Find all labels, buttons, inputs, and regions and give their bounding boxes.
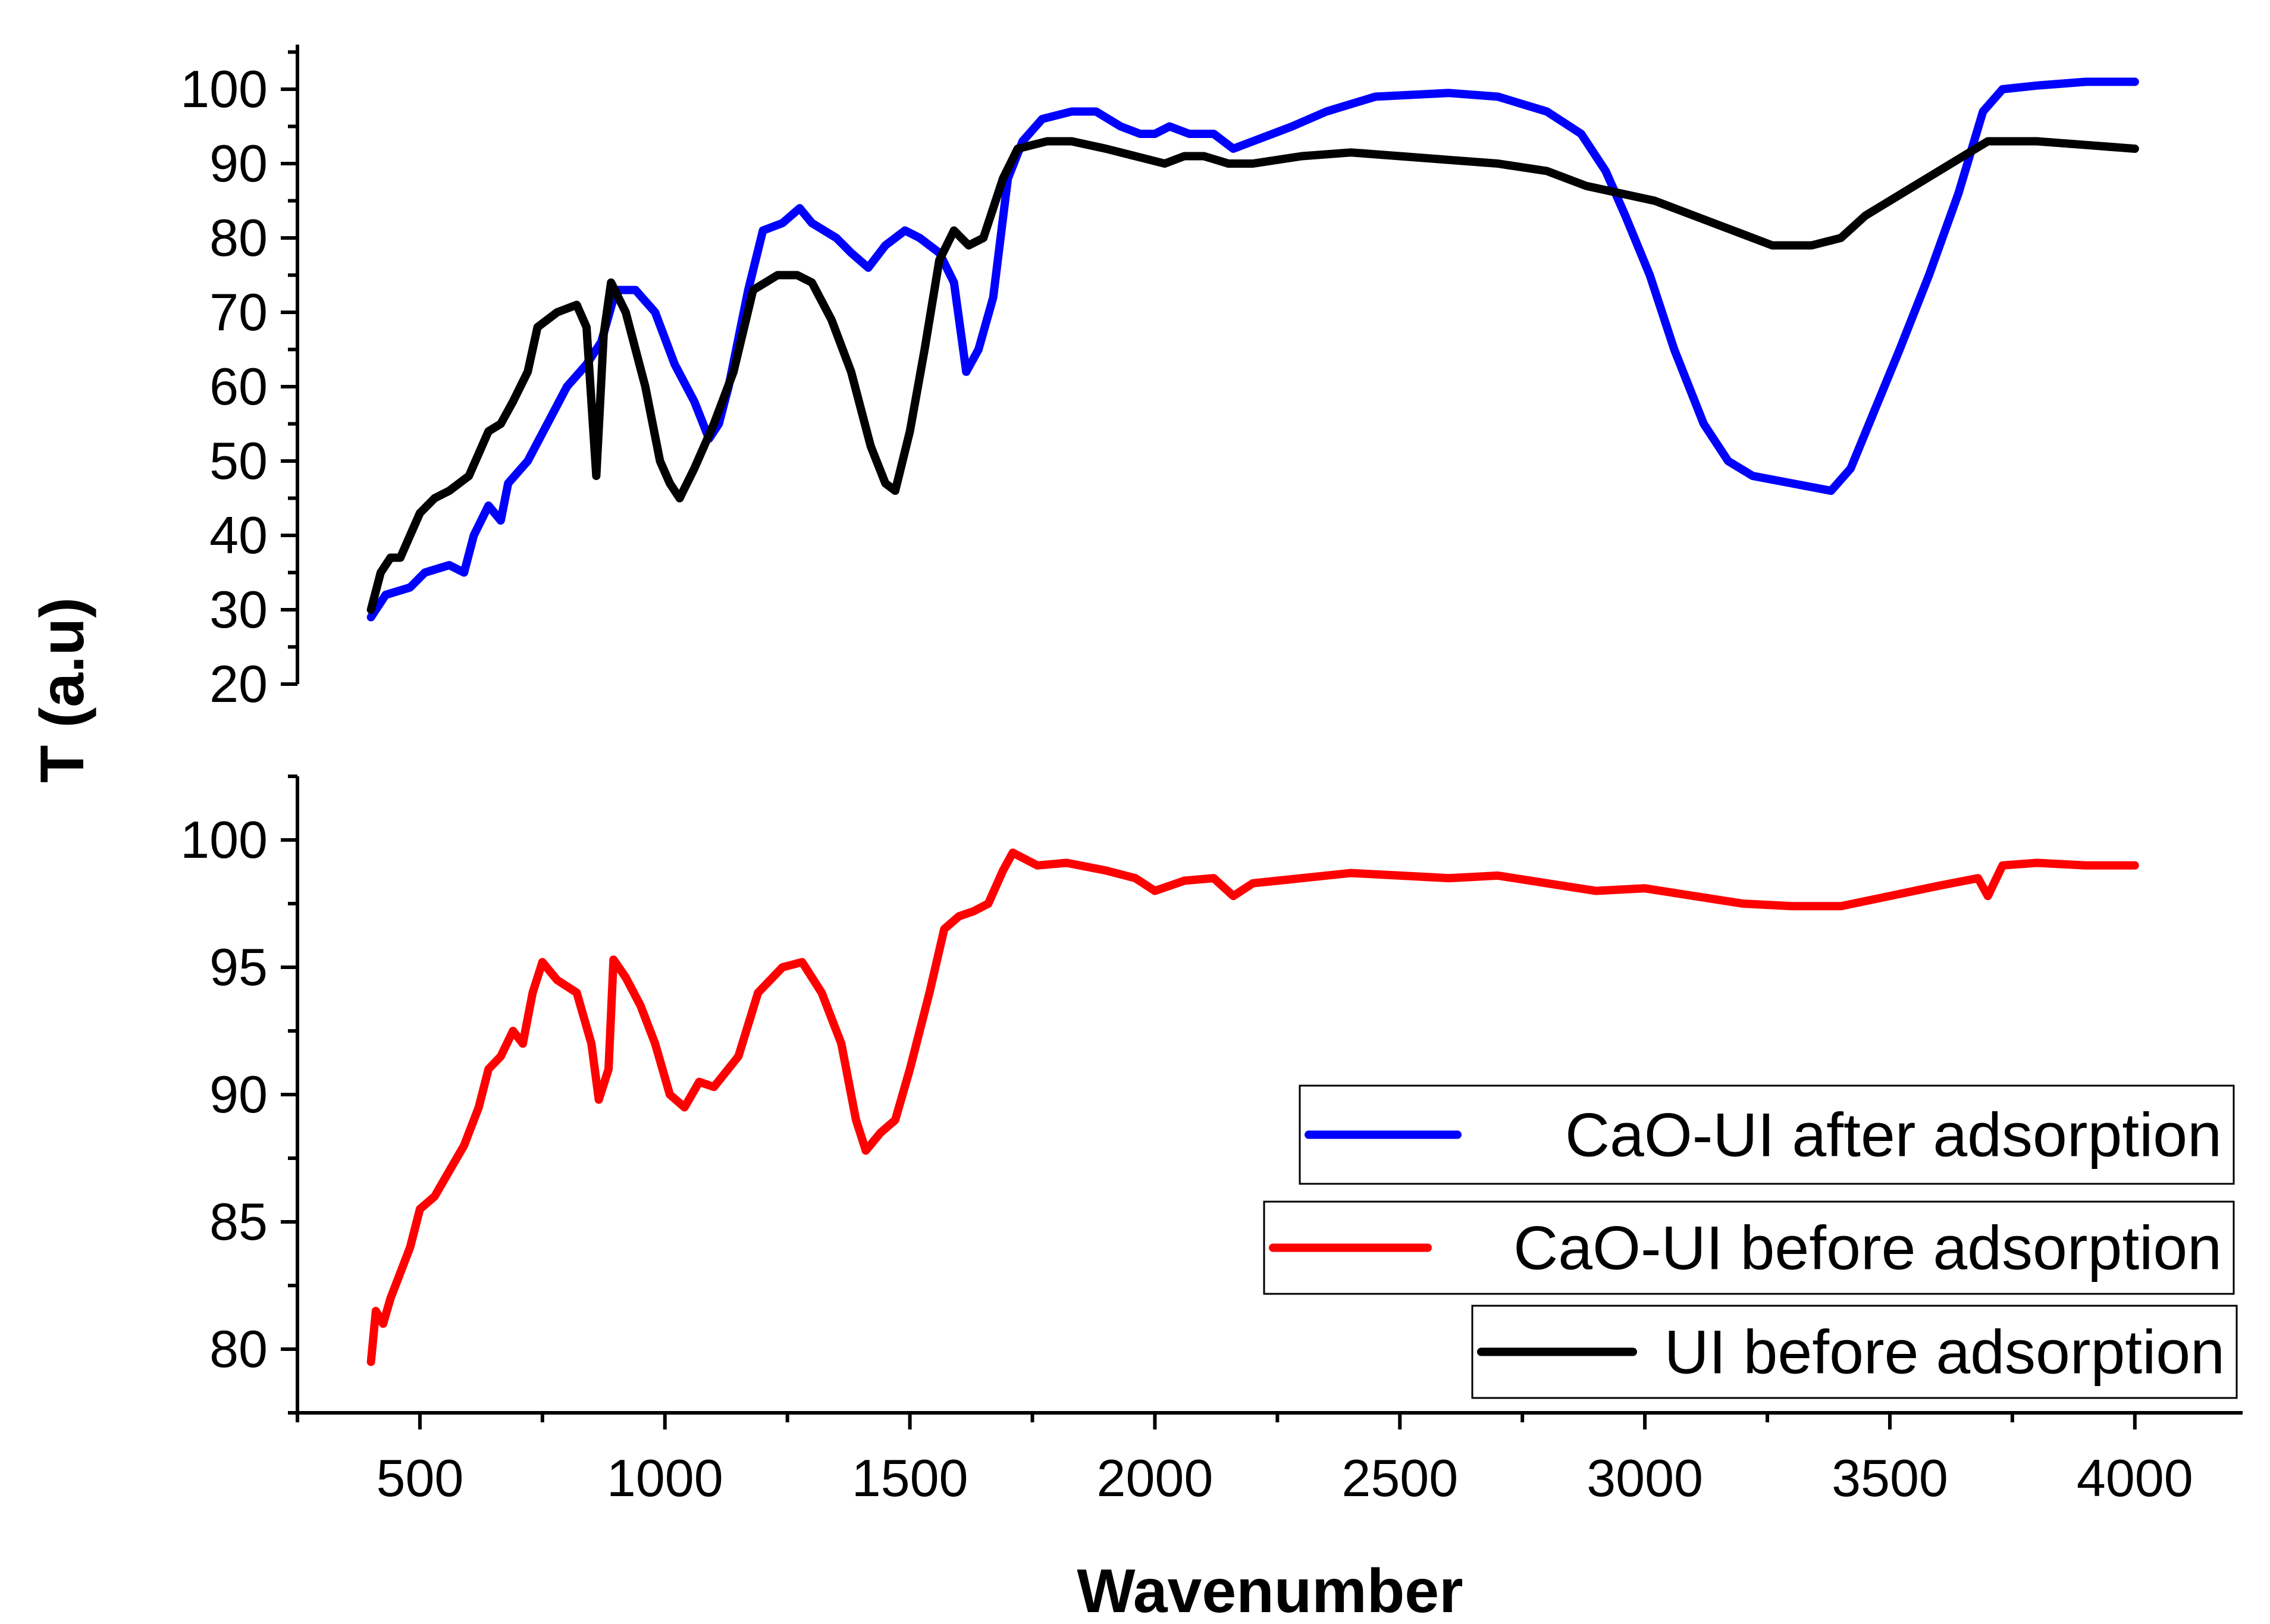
bottom-y-tick-label: 100 — [180, 810, 268, 869]
bottom-y-tick-label: 85 — [209, 1192, 268, 1251]
top-y-tick-label: 100 — [180, 59, 268, 118]
series-line-ui-before-adsorption — [366, 137, 2139, 614]
x-tick-label: 2000 — [1097, 1449, 1214, 1507]
top-y-tick-label: 20 — [209, 654, 268, 713]
top-y-tick-label: 40 — [209, 506, 268, 565]
x-tick-label: 500 — [377, 1449, 464, 1507]
x-tick-label: 4000 — [2077, 1449, 2193, 1507]
bottom-panel: 80 85 90 95 100 — [180, 775, 2139, 1415]
top-y-tick-label: 60 — [209, 357, 268, 416]
bottom-y-tick-label: 90 — [209, 1065, 268, 1124]
legend-label: UI before adsorption — [1664, 1318, 2225, 1387]
legend-label: CaO-UI before adsorption — [1513, 1214, 2222, 1283]
top-y-tick-label: 50 — [209, 431, 268, 490]
top-y-tick-label: 90 — [209, 134, 268, 193]
top-y-tick-label: 30 — [209, 580, 268, 639]
x-tick-label: 3000 — [1587, 1449, 1703, 1507]
x-tick-label: 1500 — [852, 1449, 968, 1507]
x-tick-label: 2500 — [1341, 1449, 1458, 1507]
legend: CaO-UI after adsorption CaO-UI before ads… — [1263, 1084, 2238, 1399]
x-axis: 500 1000 1500 2000 2500 3000 3500 4000 — [296, 1411, 2243, 1507]
x-tick-label: 3500 — [1832, 1449, 1948, 1507]
series-line-cao-ui-before-adsorption — [366, 848, 2139, 1366]
x-tick-label: 1000 — [607, 1449, 723, 1507]
top-panel: 20 30 40 50 60 70 80 90 100 — [180, 45, 2139, 713]
top-y-tick-label: 70 — [209, 283, 268, 341]
bottom-y-tick-label: 95 — [209, 938, 268, 996]
bottom-y-tick-label: 80 — [209, 1319, 268, 1378]
legend-label: CaO-UI after adsorption — [1565, 1101, 2222, 1170]
x-axis-title: Wavenumber — [1077, 1557, 1463, 1624]
top-y-tick-label: 80 — [209, 208, 268, 267]
series-line-cao-ui-after-adsorption — [366, 77, 2139, 622]
y-axis-title: T (a.u) — [28, 597, 97, 783]
